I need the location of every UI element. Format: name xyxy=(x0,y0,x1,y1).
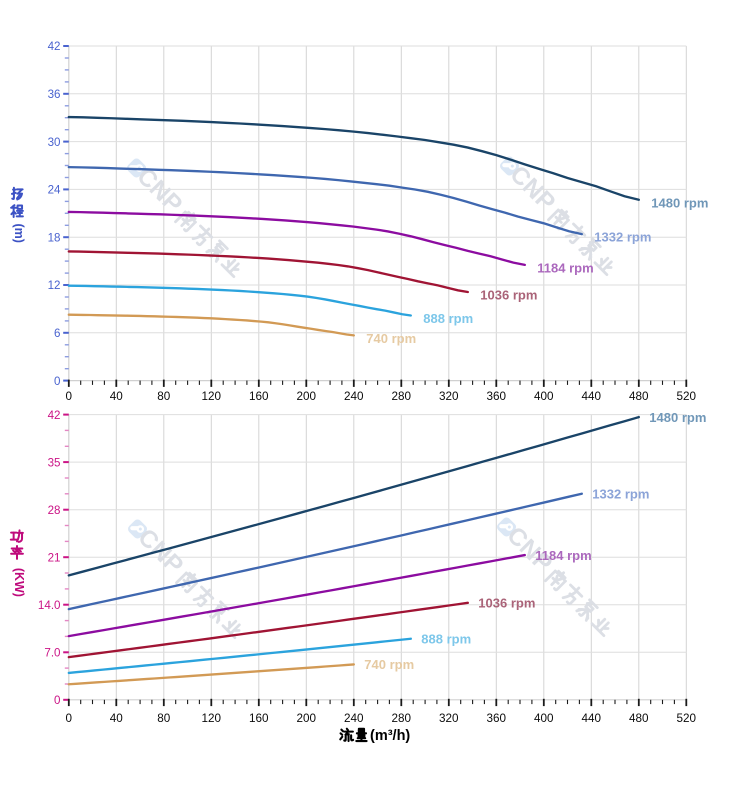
svg-text:0: 0 xyxy=(54,375,60,388)
svg-text:888 rpm: 888 rpm xyxy=(423,311,473,326)
svg-text:80: 80 xyxy=(157,390,171,403)
svg-text:40: 40 xyxy=(110,390,124,403)
svg-text:14.0: 14.0 xyxy=(38,599,61,612)
svg-text:28: 28 xyxy=(48,504,61,517)
svg-text:480: 480 xyxy=(629,712,649,725)
svg-text:42: 42 xyxy=(48,409,61,422)
svg-text:36: 36 xyxy=(48,88,61,101)
svg-text:(m): (m) xyxy=(12,223,26,242)
svg-text:120: 120 xyxy=(202,390,222,403)
svg-text:0: 0 xyxy=(54,694,60,707)
svg-text:360: 360 xyxy=(487,390,507,403)
svg-text:400: 400 xyxy=(534,390,554,403)
svg-text:0: 0 xyxy=(66,712,73,725)
svg-text:1036 rpm: 1036 rpm xyxy=(478,596,535,611)
svg-text:200: 200 xyxy=(297,390,317,403)
svg-text:440: 440 xyxy=(582,712,602,725)
svg-text:440: 440 xyxy=(582,390,602,403)
svg-text:280: 280 xyxy=(392,390,412,403)
svg-text:120: 120 xyxy=(202,712,222,725)
svg-text:320: 320 xyxy=(439,390,459,403)
svg-text:360: 360 xyxy=(487,712,507,725)
svg-text:1184 rpm: 1184 rpm xyxy=(535,548,591,563)
svg-text:520: 520 xyxy=(677,712,697,725)
svg-text:888 rpm: 888 rpm xyxy=(421,631,471,646)
svg-text:12: 12 xyxy=(48,279,61,292)
svg-text:740 rpm: 740 rpm xyxy=(364,657,414,672)
svg-text:1332 rpm: 1332 rpm xyxy=(592,486,649,501)
svg-text:240: 240 xyxy=(344,390,364,403)
svg-text:160: 160 xyxy=(249,390,269,403)
svg-text:1036 rpm: 1036 rpm xyxy=(480,288,537,303)
svg-text:280: 280 xyxy=(392,712,412,725)
svg-text:(m³/h): (m³/h) xyxy=(370,728,410,744)
svg-text:42: 42 xyxy=(48,40,61,53)
svg-text:1184 rpm: 1184 rpm xyxy=(537,261,593,276)
svg-text:80: 80 xyxy=(157,712,171,725)
svg-text:1332 rpm: 1332 rpm xyxy=(594,230,651,245)
svg-text:240: 240 xyxy=(344,712,364,725)
svg-text:480: 480 xyxy=(629,390,649,403)
svg-text:200: 200 xyxy=(297,712,317,725)
svg-text:0: 0 xyxy=(66,390,73,403)
svg-text:24: 24 xyxy=(48,184,61,197)
svg-text:320: 320 xyxy=(439,712,459,725)
svg-text:400: 400 xyxy=(534,712,554,725)
svg-text:(KW): (KW) xyxy=(12,568,26,597)
svg-text:1480 rpm: 1480 rpm xyxy=(649,410,706,425)
svg-text:40: 40 xyxy=(110,712,124,725)
svg-text:30: 30 xyxy=(48,136,61,149)
svg-text:1480 rpm: 1480 rpm xyxy=(651,195,708,210)
svg-text:7.0: 7.0 xyxy=(44,647,60,660)
svg-text:35: 35 xyxy=(48,456,61,469)
svg-text:160: 160 xyxy=(249,712,269,725)
svg-text:740 rpm: 740 rpm xyxy=(366,331,416,346)
svg-text:21: 21 xyxy=(48,551,61,564)
svg-text:520: 520 xyxy=(677,390,697,403)
svg-text:6: 6 xyxy=(54,327,60,340)
svg-text:18: 18 xyxy=(48,231,61,244)
